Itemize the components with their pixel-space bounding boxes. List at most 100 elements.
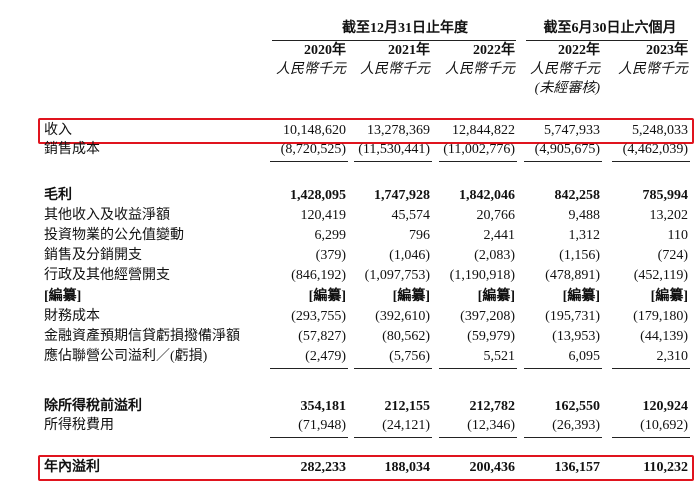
cell-value: 5,521 bbox=[483, 349, 516, 364]
sum-rule bbox=[354, 368, 432, 369]
row-label: 年內溢利 bbox=[44, 460, 100, 475]
cell-value: 20,766 bbox=[476, 208, 516, 223]
cell-value: (452,119) bbox=[633, 268, 688, 283]
cell-value: 200,436 bbox=[469, 460, 516, 475]
unit-header: 人民幣千元 bbox=[445, 62, 515, 77]
cell-value: 1,842,046 bbox=[459, 188, 515, 203]
sum-rule bbox=[270, 368, 348, 369]
cell-value: (5,756) bbox=[389, 349, 430, 364]
cell-value: (2,479) bbox=[305, 349, 346, 364]
cell-value: (26,393) bbox=[552, 418, 600, 433]
cell-value: 10,148,620 bbox=[283, 123, 346, 138]
cell-value: (478,891) bbox=[545, 268, 600, 283]
header-rule bbox=[272, 40, 516, 41]
cell-value: 5,248,033 bbox=[632, 123, 688, 138]
cell-value: 110 bbox=[667, 228, 688, 243]
row-label: 銷售成本 bbox=[44, 142, 100, 157]
row-label: 除所得稅前溢利 bbox=[44, 399, 142, 414]
cell-value: (724) bbox=[657, 248, 688, 263]
cell-value: 785,994 bbox=[642, 188, 689, 203]
cell-value: (8,720,525) bbox=[280, 142, 346, 157]
highlight-box bbox=[38, 118, 694, 144]
year-header: 2021年 bbox=[388, 43, 430, 58]
cell-value: (11,002,776) bbox=[443, 142, 515, 157]
sum-rule bbox=[524, 437, 602, 438]
cell-value: (397,208) bbox=[460, 309, 515, 324]
highlight-box bbox=[38, 455, 694, 481]
cell-value: [編纂] bbox=[650, 289, 688, 304]
sum-rule bbox=[354, 437, 432, 438]
cell-value: 212,155 bbox=[384, 399, 431, 414]
cell-value: (379) bbox=[315, 248, 346, 263]
row-label: 毛利 bbox=[44, 188, 72, 203]
cell-value: 13,202 bbox=[649, 208, 689, 223]
cell-value: 162,550 bbox=[554, 399, 601, 414]
year-header: 2022年 bbox=[558, 43, 600, 58]
cell-value: 9,488 bbox=[568, 208, 601, 223]
cell-value: (59,979) bbox=[467, 329, 515, 344]
unit-header: 人民幣千元 bbox=[530, 62, 600, 77]
cell-value: (4,905,675) bbox=[534, 142, 600, 157]
unit-header: 人民幣千元 bbox=[360, 62, 430, 77]
sum-rule bbox=[439, 437, 517, 438]
cell-value: [編纂] bbox=[392, 289, 430, 304]
cell-value: (10,692) bbox=[640, 418, 688, 433]
unit-header: 人民幣千元 bbox=[276, 62, 346, 77]
sum-rule bbox=[612, 161, 690, 162]
cell-value: 45,574 bbox=[391, 208, 431, 223]
cell-value: 120,419 bbox=[300, 208, 347, 223]
cell-value: 796 bbox=[409, 228, 430, 243]
header-rule bbox=[526, 40, 688, 41]
cell-value: (195,731) bbox=[545, 309, 600, 324]
sum-rule bbox=[524, 368, 602, 369]
cell-value: (71,948) bbox=[298, 418, 346, 433]
cell-value: (13,953) bbox=[552, 329, 600, 344]
cell-value: 354,181 bbox=[300, 399, 347, 414]
sum-rule bbox=[270, 161, 348, 162]
cell-value: (11,530,441) bbox=[358, 142, 430, 157]
cell-value: (846,192) bbox=[291, 268, 346, 283]
cell-value: (392,610) bbox=[375, 309, 430, 324]
unaudited-note: (未經審核) bbox=[534, 81, 600, 96]
cell-value: 5,747,933 bbox=[544, 123, 600, 138]
cell-value: (24,121) bbox=[382, 418, 430, 433]
row-label: [編纂] bbox=[44, 289, 82, 304]
cell-value: 110,232 bbox=[643, 460, 688, 475]
cell-value: 136,157 bbox=[554, 460, 601, 475]
cell-value: [編纂] bbox=[308, 289, 346, 304]
cell-value: (2,083) bbox=[474, 248, 515, 263]
row-label: 收入 bbox=[44, 123, 72, 138]
cell-value: 188,034 bbox=[384, 460, 431, 475]
cell-value: 120,924 bbox=[642, 399, 689, 414]
row-label: 所得稅費用 bbox=[44, 418, 114, 433]
sum-rule bbox=[439, 161, 517, 162]
cell-value: 2,310 bbox=[656, 349, 689, 364]
period-header: 截至6月30日止六個月 bbox=[543, 21, 677, 36]
sum-rule bbox=[354, 161, 432, 162]
cell-value: (1,156) bbox=[559, 248, 600, 263]
row-label: 金融資產預期信貸虧損撥備淨額 bbox=[44, 329, 240, 344]
cell-value: (80,562) bbox=[382, 329, 430, 344]
cell-value: (1,190,918) bbox=[449, 268, 515, 283]
row-label: 財務成本 bbox=[44, 309, 100, 324]
cell-value: (1,046) bbox=[389, 248, 430, 263]
cell-value: [編纂] bbox=[562, 289, 600, 304]
cell-value: [編纂] bbox=[477, 289, 515, 304]
cell-value: (44,139) bbox=[640, 329, 688, 344]
row-label: 行政及其他經營開支 bbox=[44, 268, 170, 283]
cell-value: 842,258 bbox=[554, 188, 601, 203]
cell-value: (179,180) bbox=[633, 309, 688, 324]
row-label: 其他收入及收益淨額 bbox=[44, 208, 170, 223]
row-label: 應佔聯營公司溢利／(虧損) bbox=[44, 349, 208, 364]
sum-rule bbox=[612, 368, 690, 369]
cell-value: 12,844,822 bbox=[452, 123, 515, 138]
cell-value: (57,827) bbox=[298, 329, 346, 344]
year-header: 2023年 bbox=[646, 43, 688, 58]
row-label: 投資物業的公允值變動 bbox=[44, 228, 184, 243]
cell-value: 1,747,928 bbox=[374, 188, 430, 203]
year-header: 2022年 bbox=[473, 43, 515, 58]
cell-value: 282,233 bbox=[300, 460, 347, 475]
cell-value: 1,312 bbox=[568, 228, 601, 243]
cell-value: 1,428,095 bbox=[290, 188, 346, 203]
